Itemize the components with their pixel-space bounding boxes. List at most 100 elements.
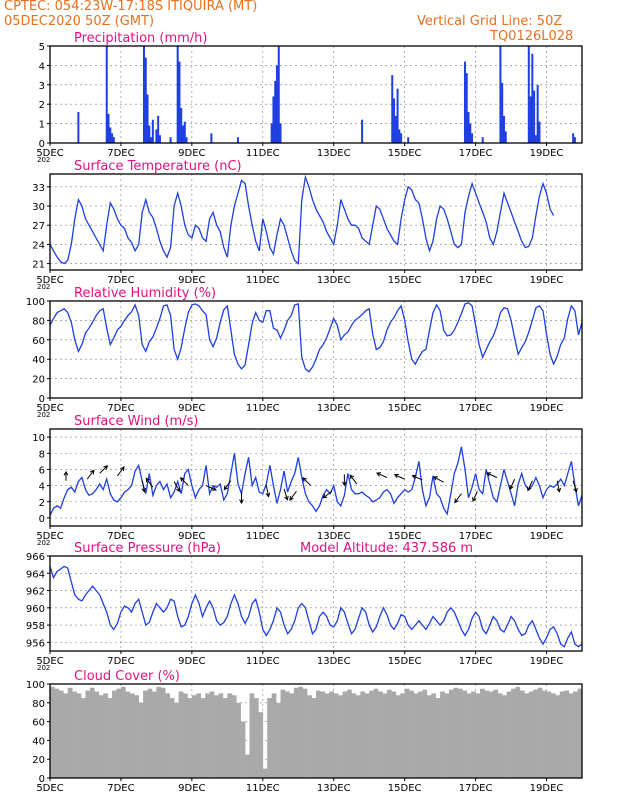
precip-bar — [504, 131, 507, 143]
wind-arrow — [527, 480, 533, 491]
precip-bar — [407, 137, 410, 143]
cloud-bar — [360, 691, 366, 778]
x-tick-label: 5DEC — [36, 783, 63, 794]
x-tick-label: 11DEC — [246, 531, 280, 542]
panel-frame — [49, 683, 583, 779]
wind-arrow — [145, 478, 154, 488]
cloud-bar — [284, 691, 290, 778]
wind-arrow-head — [284, 495, 289, 501]
cloud-bar — [205, 693, 210, 778]
x-tick-label: 9DEC — [178, 148, 205, 159]
precip-bar — [573, 137, 576, 143]
precip-bar — [155, 129, 158, 143]
wind-arrow-head — [289, 496, 294, 501]
precip-bar — [111, 133, 114, 143]
cloud-bar — [444, 693, 450, 778]
cloud-bar — [528, 691, 534, 778]
cloud-bar — [63, 693, 69, 778]
x-tick-label: 11DEC — [246, 148, 280, 159]
cloud-bar — [511, 688, 516, 778]
cloud-bar — [311, 698, 317, 778]
cloud-bar — [404, 688, 410, 778]
cloud-bar — [236, 702, 241, 778]
precip-bar — [398, 129, 401, 143]
x-tick-label: 13DEC — [317, 275, 351, 286]
cloud-bar — [466, 693, 472, 778]
precip-bar — [210, 133, 213, 143]
panel-title: Surface Temperature (nC) — [74, 159, 242, 174]
precip-bar — [169, 137, 172, 143]
y-tick-label: 6 — [39, 465, 45, 476]
model-altitude-annotation: Model Altitude: 437.586 m — [300, 541, 473, 556]
cloud-bar — [143, 690, 148, 778]
precip-bar — [391, 75, 394, 143]
precip-bar — [499, 46, 502, 143]
precip-bar — [467, 111, 470, 143]
x-tick-label: 13DEC — [317, 531, 351, 542]
wind-arrow-head — [120, 466, 125, 472]
cloud-bar — [449, 689, 454, 778]
x-tick-label: 15DEC — [388, 783, 422, 794]
wind-arrow-head — [239, 499, 244, 505]
y-tick-label: 60 — [32, 718, 45, 729]
cloud-bar — [329, 691, 335, 778]
cloud-bar — [227, 693, 233, 778]
x-tick-label: 17DEC — [459, 148, 493, 159]
cloud-bar — [484, 690, 490, 778]
panel-title: Surface Wind (m/s) — [74, 414, 198, 429]
cloud-bar — [125, 691, 131, 778]
precip-bar — [465, 73, 468, 143]
cloud-bar — [382, 693, 388, 778]
panel-pressure: 956 958 960 962 964 966 5DEC 7DEC 9DEC 11DEC 13DEC… — [26, 541, 583, 672]
cloud-bar — [187, 698, 193, 778]
precip-bar — [77, 111, 80, 143]
y-tick-label: 1 — [39, 120, 45, 131]
wind-arrow — [265, 485, 270, 497]
series-line — [49, 174, 555, 265]
wind-arrow-head — [179, 477, 185, 482]
precip-bar — [144, 57, 147, 143]
cloud-bar — [524, 693, 530, 778]
wind-arrow — [86, 470, 95, 480]
cloud-bar — [214, 695, 219, 778]
cloud-bar — [116, 688, 122, 778]
precip-bar — [146, 94, 149, 143]
wind-arrow — [472, 491, 478, 502]
wind-arrow — [349, 474, 358, 485]
cloud-bar — [85, 690, 91, 778]
cloud-bar — [249, 693, 255, 778]
series-line — [49, 302, 583, 373]
y-tick-label: 33 — [32, 183, 45, 194]
cloud-bar — [67, 687, 73, 778]
y-tick-label: 4 — [39, 61, 45, 72]
wind-arrow-head — [454, 498, 459, 504]
cloud-bar — [134, 695, 139, 778]
cloud-bar — [475, 693, 481, 778]
precip-bar — [275, 65, 278, 143]
cloud-bar — [307, 695, 312, 778]
precip-bar — [183, 121, 186, 143]
cloud-bar — [183, 693, 188, 778]
cloud-bar — [546, 691, 552, 778]
y-tick-label: 30 — [32, 202, 45, 213]
precip-bar — [527, 46, 530, 143]
cloud-bar — [573, 691, 578, 778]
y-tick-label: 24 — [32, 240, 45, 251]
x-tick-label: 7DEC — [107, 148, 134, 159]
cloud-bar — [391, 691, 397, 778]
panel-title: Precipitation (mm/h) — [74, 31, 207, 46]
precip-bar — [531, 53, 534, 144]
y-tick-label: 100 — [26, 297, 45, 308]
wind-arrow-head — [89, 469, 95, 475]
x-tick-label: 17DEC — [459, 275, 493, 286]
precip-bar — [400, 133, 403, 143]
precip-bar — [109, 127, 112, 143]
y-tick-label: 962 — [26, 587, 45, 598]
y-tick-label: 2 — [39, 100, 45, 111]
precip-bar — [501, 82, 504, 143]
y-tick-label: 40 — [32, 355, 45, 366]
cloud-bar — [129, 693, 135, 778]
wind-arrow-head — [265, 492, 271, 498]
x-tick-label: 19DEC — [530, 531, 564, 542]
wind-arrow-head — [527, 486, 532, 492]
